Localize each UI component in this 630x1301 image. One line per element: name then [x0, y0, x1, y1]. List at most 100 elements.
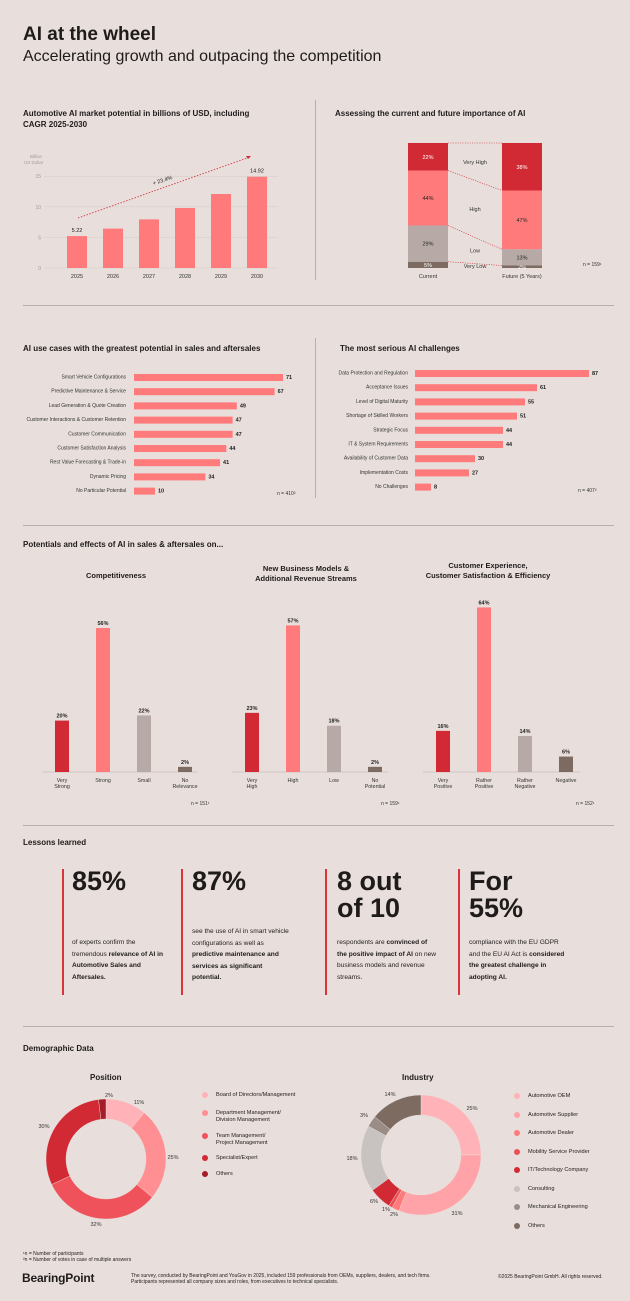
bar [477, 607, 491, 772]
y-axis-label: US Dollar [24, 160, 44, 165]
stacked-segment [408, 143, 448, 171]
legend-swatch [202, 1155, 208, 1161]
legend-item: Others [202, 1171, 233, 1178]
usecases-chart: Smart Vehicle Configurations 71 Predictive… [27, 374, 292, 495]
legend-item: Automotive OEM [514, 1093, 570, 1100]
legend-swatch [202, 1171, 208, 1177]
donut-slice [98, 1098, 107, 1120]
bar [139, 219, 159, 268]
footnote: ²n = Number of votes in case of multiple… [23, 1257, 132, 1263]
bar [134, 445, 227, 452]
x-tick-label: Rather Positive [475, 778, 494, 790]
bar [96, 628, 110, 772]
lessons-title: Lessons learned [23, 838, 87, 847]
bar [178, 766, 192, 772]
cagr-line [77, 156, 251, 219]
data-label: 71 [286, 375, 292, 381]
stacked-segment [502, 190, 542, 250]
divider [315, 338, 316, 498]
bar-category-label: No Challenges [375, 484, 408, 490]
data-label: 44 [506, 442, 513, 448]
lesson-stat: For 55% [469, 866, 524, 923]
legend-swatch [514, 1204, 520, 1210]
copyright: ©2025 BearingPoint GmbH. All rights rese… [498, 1274, 603, 1280]
page-title: AI at the wheel [23, 24, 157, 45]
x-tick-label: 2027 [143, 274, 155, 280]
challenges-chart: Data Protection and Regulation 87 Acceptan… [339, 370, 598, 491]
donut-slice [45, 1099, 102, 1185]
data-label: 16% [437, 724, 448, 730]
slice-label: 14% [384, 1092, 395, 1098]
donut-slice [398, 1154, 482, 1216]
segment-label: 5% [424, 263, 432, 269]
legend-label: Department Management/ Division Manageme… [216, 1110, 281, 1123]
data-label: 5.22 [72, 228, 83, 234]
donut-slice [51, 1175, 153, 1220]
lesson-stat: 85% [72, 866, 127, 896]
bar [436, 730, 450, 772]
y-tick-label: 5 [38, 235, 41, 241]
segment-label: 13% [516, 255, 527, 261]
lesson-accent [62, 869, 64, 995]
data-label: 22% [138, 708, 149, 714]
legend-swatch [514, 1148, 520, 1155]
segment-label: 47% [516, 218, 527, 224]
bar [67, 236, 87, 268]
importance-chart-title: Assessing the current and future importa… [335, 109, 526, 118]
bar [134, 473, 206, 481]
category-label: Low [470, 249, 480, 255]
bar-category-label: Predictive Maintenance & Service [51, 389, 126, 395]
bar [286, 625, 300, 772]
bar-category-label: Acceptance Issues [366, 385, 408, 391]
x-tick-label: Current [419, 274, 438, 280]
data-label: 41 [223, 460, 229, 466]
usecases-n-note: n = 410² [277, 491, 296, 497]
importance-n-note: n = 159¹ [583, 262, 602, 268]
category-label: Very High [463, 160, 487, 166]
position-title: Position [90, 1073, 122, 1082]
data-label: 6% [562, 750, 570, 756]
bar [327, 725, 341, 772]
bar [247, 176, 267, 268]
bar [415, 441, 503, 448]
bar [211, 193, 231, 268]
x-tick-label: High [288, 778, 299, 784]
x-tick-label: Negative [556, 778, 577, 784]
legend-label: Others [528, 1222, 545, 1229]
bar [415, 384, 537, 392]
challenges-n-note: n = 407² [578, 488, 597, 494]
bar [137, 715, 151, 772]
data-label: 27 [472, 470, 478, 476]
legend-label: IT/Technology Company [528, 1167, 589, 1173]
legend-swatch [202, 1092, 208, 1098]
legend-item: Specialist/Expert [202, 1155, 258, 1162]
market-chart-title: Automotive AI market potential in billio… [23, 109, 250, 129]
slice-label: 25% [466, 1106, 477, 1112]
slice-label: 30% [38, 1124, 49, 1130]
legend-item: Consulting [514, 1185, 554, 1193]
category-label: Very Low [464, 264, 487, 270]
stacked-segment [502, 143, 542, 191]
bar-category-label: Data Protection and Regulation [339, 371, 409, 377]
slice-label: 25% [167, 1155, 178, 1161]
bar [134, 374, 283, 381]
usecases-chart-title: AI use cases with the greatest potential… [23, 344, 261, 353]
stacked-segment [408, 170, 448, 226]
x-tick-label: 2026 [107, 274, 119, 280]
x-tick-label: Future (5 Years) [502, 274, 542, 280]
bar-category-label: Availability of Customer Data [344, 456, 408, 462]
legend-item: Team Management/ Project Management [202, 1133, 268, 1147]
divider [315, 100, 316, 280]
y-axis-label: Billion [30, 154, 43, 159]
legend-swatch [514, 1222, 520, 1229]
lesson-text: of experts confirm the tremendous releva… [72, 939, 164, 981]
x-tick-label: Small [137, 778, 150, 784]
segment-label: 22% [422, 155, 433, 161]
bar [415, 398, 525, 406]
legend-item: Automotive Dealer [514, 1130, 574, 1137]
legend-label: Automotive Supplier [528, 1111, 579, 1118]
bar-category-label: Dynamic Pricing [90, 474, 126, 480]
panel-title-customer-experience: Customer Experience, Customer Satisfacti… [425, 561, 551, 580]
data-label: 30 [478, 456, 484, 462]
